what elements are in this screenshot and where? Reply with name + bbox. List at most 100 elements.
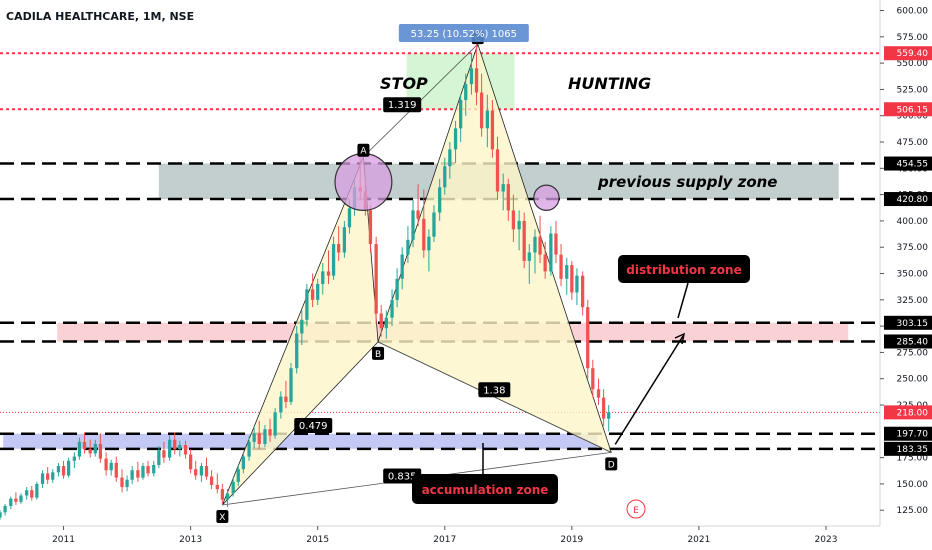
- event-marker-label: E: [633, 506, 639, 516]
- pattern-point-label: B: [375, 350, 381, 360]
- price-level-tag-label: 559.40: [897, 49, 929, 59]
- ratio-box: [383, 97, 422, 113]
- candle-body: [331, 244, 336, 276]
- candle-body: [390, 299, 394, 318]
- candle-body: [268, 429, 272, 436]
- candle-body: [77, 441, 82, 457]
- price-level-tag: [884, 405, 932, 420]
- highlight-circle: [334, 152, 393, 212]
- candle-body: [347, 208, 352, 228]
- price-level-tag-label: 303.15: [897, 319, 929, 329]
- candle-body: [379, 313, 383, 329]
- ratio-box: [294, 418, 333, 434]
- time-tick-label: 2021: [687, 535, 710, 545]
- price-axis: 600.00575.00550.00525.00500.00475.00450.…: [879, 0, 932, 550]
- candle-body: [199, 466, 204, 476]
- time-axis-bg: [0, 526, 932, 550]
- candle-body: [549, 233, 553, 272]
- candle-body: [506, 184, 510, 211]
- price-level-tag-label: 454.55: [897, 160, 929, 170]
- candle-body: [586, 307, 590, 369]
- projection-arrowhead: [674, 332, 686, 345]
- time-tick-label: 2011: [52, 535, 75, 545]
- candle-body: [464, 84, 468, 100]
- hunting-text: HUNTING: [568, 74, 651, 93]
- chart-title: CADILA HEALTHCARE, 1M, NSE: [6, 10, 194, 23]
- candle-body: [422, 218, 426, 251]
- price-tick-label: 350.00: [897, 270, 929, 280]
- candle-body: [3, 506, 7, 513]
- candle-body: [453, 128, 458, 150]
- candle-body: [342, 227, 347, 253]
- pattern-point-box: [605, 457, 618, 471]
- candle-body: [109, 462, 113, 471]
- pattern-point-box: [372, 346, 385, 360]
- stop-text: STOP: [380, 74, 428, 93]
- candle-body: [247, 441, 251, 457]
- candle-body: [104, 458, 108, 471]
- highlight-circle: [533, 184, 560, 212]
- ratio-label: 1.38: [483, 385, 505, 396]
- event-marker: [626, 499, 646, 519]
- pattern-point-box: [216, 509, 229, 523]
- candle-body: [295, 333, 299, 369]
- price-level-tag: [884, 102, 932, 117]
- candle-body: [173, 439, 177, 450]
- candle-body: [559, 254, 563, 279]
- distribution-callout-box: [618, 255, 750, 283]
- candle-body: [257, 433, 261, 444]
- price-level-tag: [884, 315, 932, 330]
- candle-body: [66, 460, 71, 476]
- candle-body: [263, 429, 267, 444]
- candle-body: [252, 433, 256, 442]
- time-tick-label: 2013: [179, 535, 202, 545]
- candle-body: [114, 462, 118, 478]
- distribution-zone-label: distribution zone: [626, 263, 741, 277]
- candle-body: [61, 466, 66, 476]
- candle-body: [310, 289, 315, 300]
- candle-body: [485, 110, 489, 129]
- candle-body: [93, 443, 97, 454]
- pattern-point-box: [357, 143, 370, 157]
- candle-body: [448, 149, 452, 167]
- candle-body: [469, 68, 474, 85]
- candle-body: [46, 473, 50, 480]
- candle-body: [136, 470, 140, 478]
- candle-body: [19, 495, 23, 502]
- candle-body: [284, 396, 288, 402]
- candle-body: [125, 479, 129, 488]
- candle-body: [321, 271, 325, 285]
- candle-body: [236, 469, 240, 482]
- candle-body: [273, 412, 277, 436]
- price-level-tag-label: 197.70: [897, 430, 929, 440]
- candle-body: [305, 289, 309, 320]
- candle-body: [215, 484, 219, 490]
- candle-body: [575, 275, 579, 293]
- candle-body: [162, 450, 166, 458]
- candle-body: [368, 210, 373, 245]
- candle-body: [56, 466, 61, 473]
- candle-body: [14, 498, 18, 502]
- candle-body: [35, 483, 39, 498]
- candles-layer: [0, 44, 611, 520]
- candle-body: [411, 210, 415, 240]
- ratio-box: [478, 382, 511, 398]
- candle-body: [30, 490, 34, 498]
- price-tick-label: 125.00: [897, 506, 929, 516]
- candle-body: [178, 444, 182, 450]
- price-tick-label: 250.00: [897, 375, 929, 385]
- price-level-tag-label: 285.40: [897, 337, 929, 347]
- candle-body: [565, 265, 569, 279]
- candle-body: [279, 396, 283, 413]
- candle-body: [204, 466, 209, 477]
- projection-arrow: [614, 335, 684, 445]
- zone-rect: [3, 433, 598, 449]
- price-tick-label: 375.00: [897, 243, 929, 253]
- candle-body: [400, 254, 404, 279]
- ratio-label: 0.479: [299, 421, 328, 432]
- supply-zone-label: previous supply zone: [597, 173, 777, 191]
- price-tick-label: 325.00: [897, 296, 929, 306]
- candle-body: [0, 512, 2, 518]
- price-level-tag: [884, 156, 932, 171]
